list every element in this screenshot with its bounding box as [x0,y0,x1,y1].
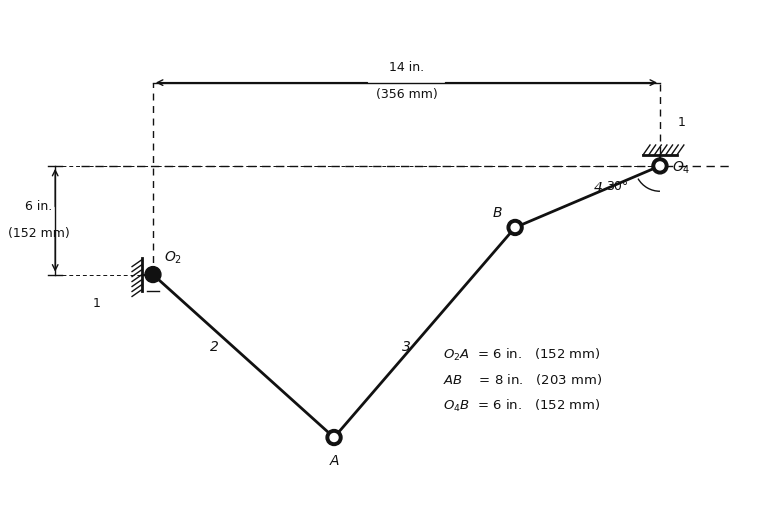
Text: 3: 3 [402,340,411,354]
Text: 1: 1 [678,116,685,129]
Text: $O_2$: $O_2$ [164,249,182,266]
Text: 4: 4 [594,181,603,195]
Text: 14 in.: 14 in. [389,61,424,74]
Text: 30°: 30° [606,181,628,193]
Text: $O_4B$  = 6 in.   (152 mm): $O_4B$ = 6 in. (152 mm) [443,398,601,414]
Text: $O_2A$  = 6 in.   (152 mm): $O_2A$ = 6 in. (152 mm) [443,347,601,363]
Text: B: B [493,206,503,220]
Circle shape [507,219,523,235]
Text: A: A [330,454,339,468]
Circle shape [145,267,161,282]
Circle shape [652,158,668,174]
Circle shape [511,224,519,232]
Circle shape [656,162,664,170]
Text: (152 mm): (152 mm) [8,227,70,241]
Text: 2: 2 [210,340,219,354]
Circle shape [326,430,342,446]
Text: $O_4$: $O_4$ [671,159,690,176]
Circle shape [330,433,338,441]
Text: 6 in.: 6 in. [25,200,52,213]
Text: 1: 1 [93,297,101,310]
Text: $AB$    = 8 in.   (203 mm): $AB$ = 8 in. (203 mm) [443,372,601,387]
Text: (356 mm): (356 mm) [376,88,437,101]
